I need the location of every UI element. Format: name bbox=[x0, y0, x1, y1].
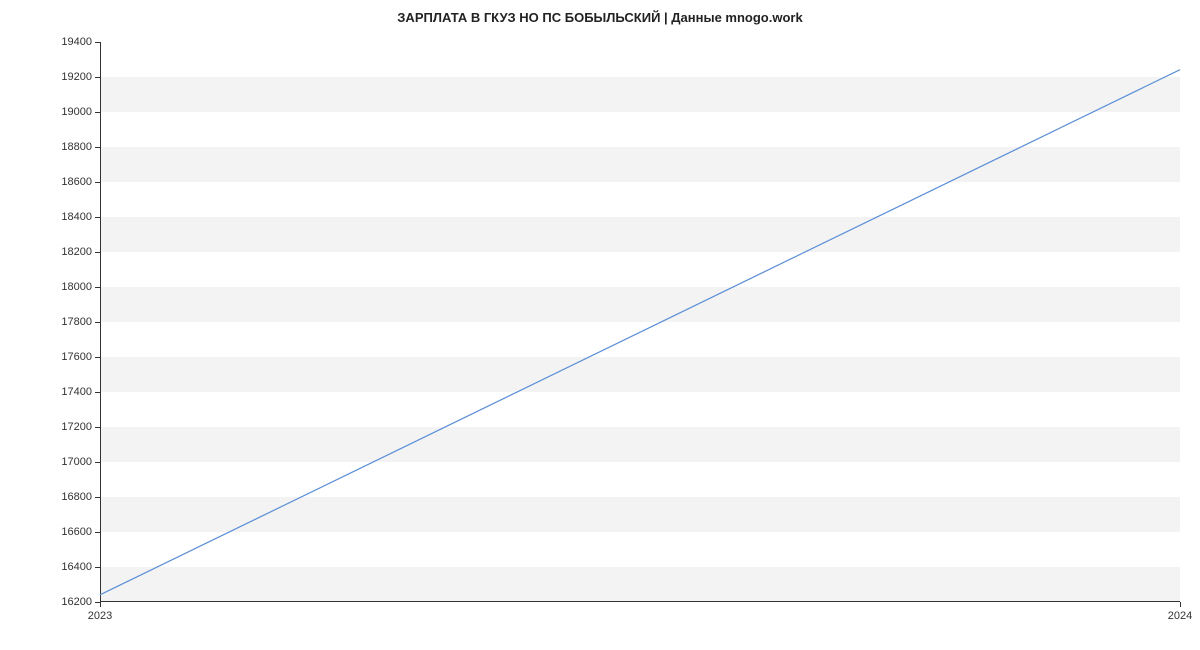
y-tick-label: 19200 bbox=[32, 71, 92, 83]
x-tick-label: 2024 bbox=[1168, 610, 1192, 622]
y-tick-label: 18600 bbox=[32, 176, 92, 188]
y-tick-label: 16200 bbox=[32, 596, 92, 608]
y-tick-label: 16600 bbox=[32, 526, 92, 538]
y-tick-label: 18000 bbox=[32, 281, 92, 293]
y-tick-label: 18800 bbox=[32, 141, 92, 153]
y-tick-label: 17200 bbox=[32, 421, 92, 433]
y-tick-label: 18400 bbox=[32, 211, 92, 223]
series-line bbox=[100, 70, 1180, 595]
chart-container: ЗАРПЛАТА В ГКУЗ НО ПС БОБЫЛЬСКИЙ | Данны… bbox=[0, 0, 1200, 650]
chart-title: ЗАРПЛАТА В ГКУЗ НО ПС БОБЫЛЬСКИЙ | Данны… bbox=[0, 10, 1200, 25]
plot-area bbox=[100, 42, 1180, 602]
y-tick-label: 19000 bbox=[32, 106, 92, 118]
y-tick-label: 17600 bbox=[32, 351, 92, 363]
x-tick-mark bbox=[100, 602, 101, 607]
y-tick-label: 16400 bbox=[32, 561, 92, 573]
series-layer bbox=[100, 42, 1180, 602]
y-tick-label: 17400 bbox=[32, 386, 92, 398]
y-tick-label: 17000 bbox=[32, 456, 92, 468]
x-tick-label: 2023 bbox=[88, 610, 112, 622]
y-tick-label: 19400 bbox=[32, 36, 92, 48]
y-tick-label: 18200 bbox=[32, 246, 92, 258]
y-tick-label: 16800 bbox=[32, 491, 92, 503]
x-tick-mark bbox=[1180, 602, 1181, 607]
y-tick-label: 17800 bbox=[32, 316, 92, 328]
